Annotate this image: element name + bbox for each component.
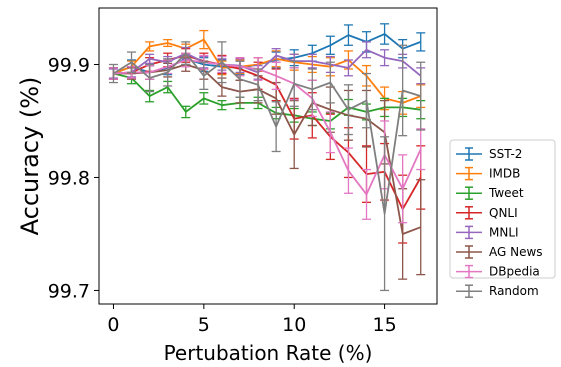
legend-entry: QNLI xyxy=(456,206,518,220)
series-line xyxy=(113,59,422,196)
legend: SST-2 IMDB Tweet QNLI MNLI AG News DBpedia Rand… xyxy=(449,139,556,298)
x-ticks: 0 5 10 15 xyxy=(107,304,397,336)
legend-swatch xyxy=(456,284,482,298)
legend-label: Tweet xyxy=(488,186,524,200)
series-line xyxy=(113,48,422,77)
legend-box xyxy=(449,139,556,279)
x-tick-label: 0 xyxy=(107,314,119,336)
y-tick-label: 99.8 xyxy=(48,167,90,189)
y-ticks: 99.7 99.8 99.9 xyxy=(48,54,99,302)
error-bar xyxy=(416,61,426,131)
plot-background xyxy=(99,8,437,304)
plot-frame xyxy=(98,7,438,305)
y-axis-title: Accuracy (%) xyxy=(16,77,44,236)
legend-entry: DBpedia xyxy=(456,265,540,279)
legend-entry: IMDB xyxy=(456,167,520,181)
legend-entry: Random xyxy=(456,284,539,298)
error-bar xyxy=(108,63,118,84)
legend-entry: Tweet xyxy=(456,186,524,200)
series-random xyxy=(108,41,426,292)
series-layer xyxy=(108,23,426,292)
legend-label: IMDB xyxy=(489,167,520,181)
legend-swatch xyxy=(456,166,482,181)
series-line xyxy=(113,38,422,104)
legend-swatch xyxy=(456,245,482,259)
legend-swatch xyxy=(456,206,482,220)
error-bar xyxy=(416,179,426,276)
legend-swatch xyxy=(456,147,482,161)
x-tick-label: 5 xyxy=(198,314,210,336)
y-tick-label: 99.7 xyxy=(48,280,90,302)
legend-label: AG News xyxy=(489,245,543,259)
legend-swatch xyxy=(456,264,482,279)
legend-label: MNLI xyxy=(489,225,519,239)
series-line xyxy=(113,52,421,215)
error-bar xyxy=(416,32,426,52)
legend-entry: SST-2 xyxy=(456,147,522,161)
legend-label: QNLI xyxy=(489,206,518,220)
legend-label: DBpedia xyxy=(489,265,540,279)
series-line xyxy=(113,72,421,122)
legend-label: SST-2 xyxy=(489,147,522,161)
legend-entries: SST-2 IMDB Tweet QNLI MNLI AG News DBpedia Rand… xyxy=(456,147,543,298)
legend-label: Random xyxy=(489,284,539,298)
x-tick-label: 15 xyxy=(372,314,396,336)
y-tick-label: 99.9 xyxy=(48,54,90,76)
legend-entry: AG News xyxy=(456,245,543,259)
x-axis-title: Pertubation Rate (%) xyxy=(164,341,373,365)
x-tick-label: 10 xyxy=(282,314,306,336)
legend-entry: MNLI xyxy=(456,225,519,239)
legend-swatch xyxy=(456,225,482,240)
legend-swatch xyxy=(456,186,482,200)
